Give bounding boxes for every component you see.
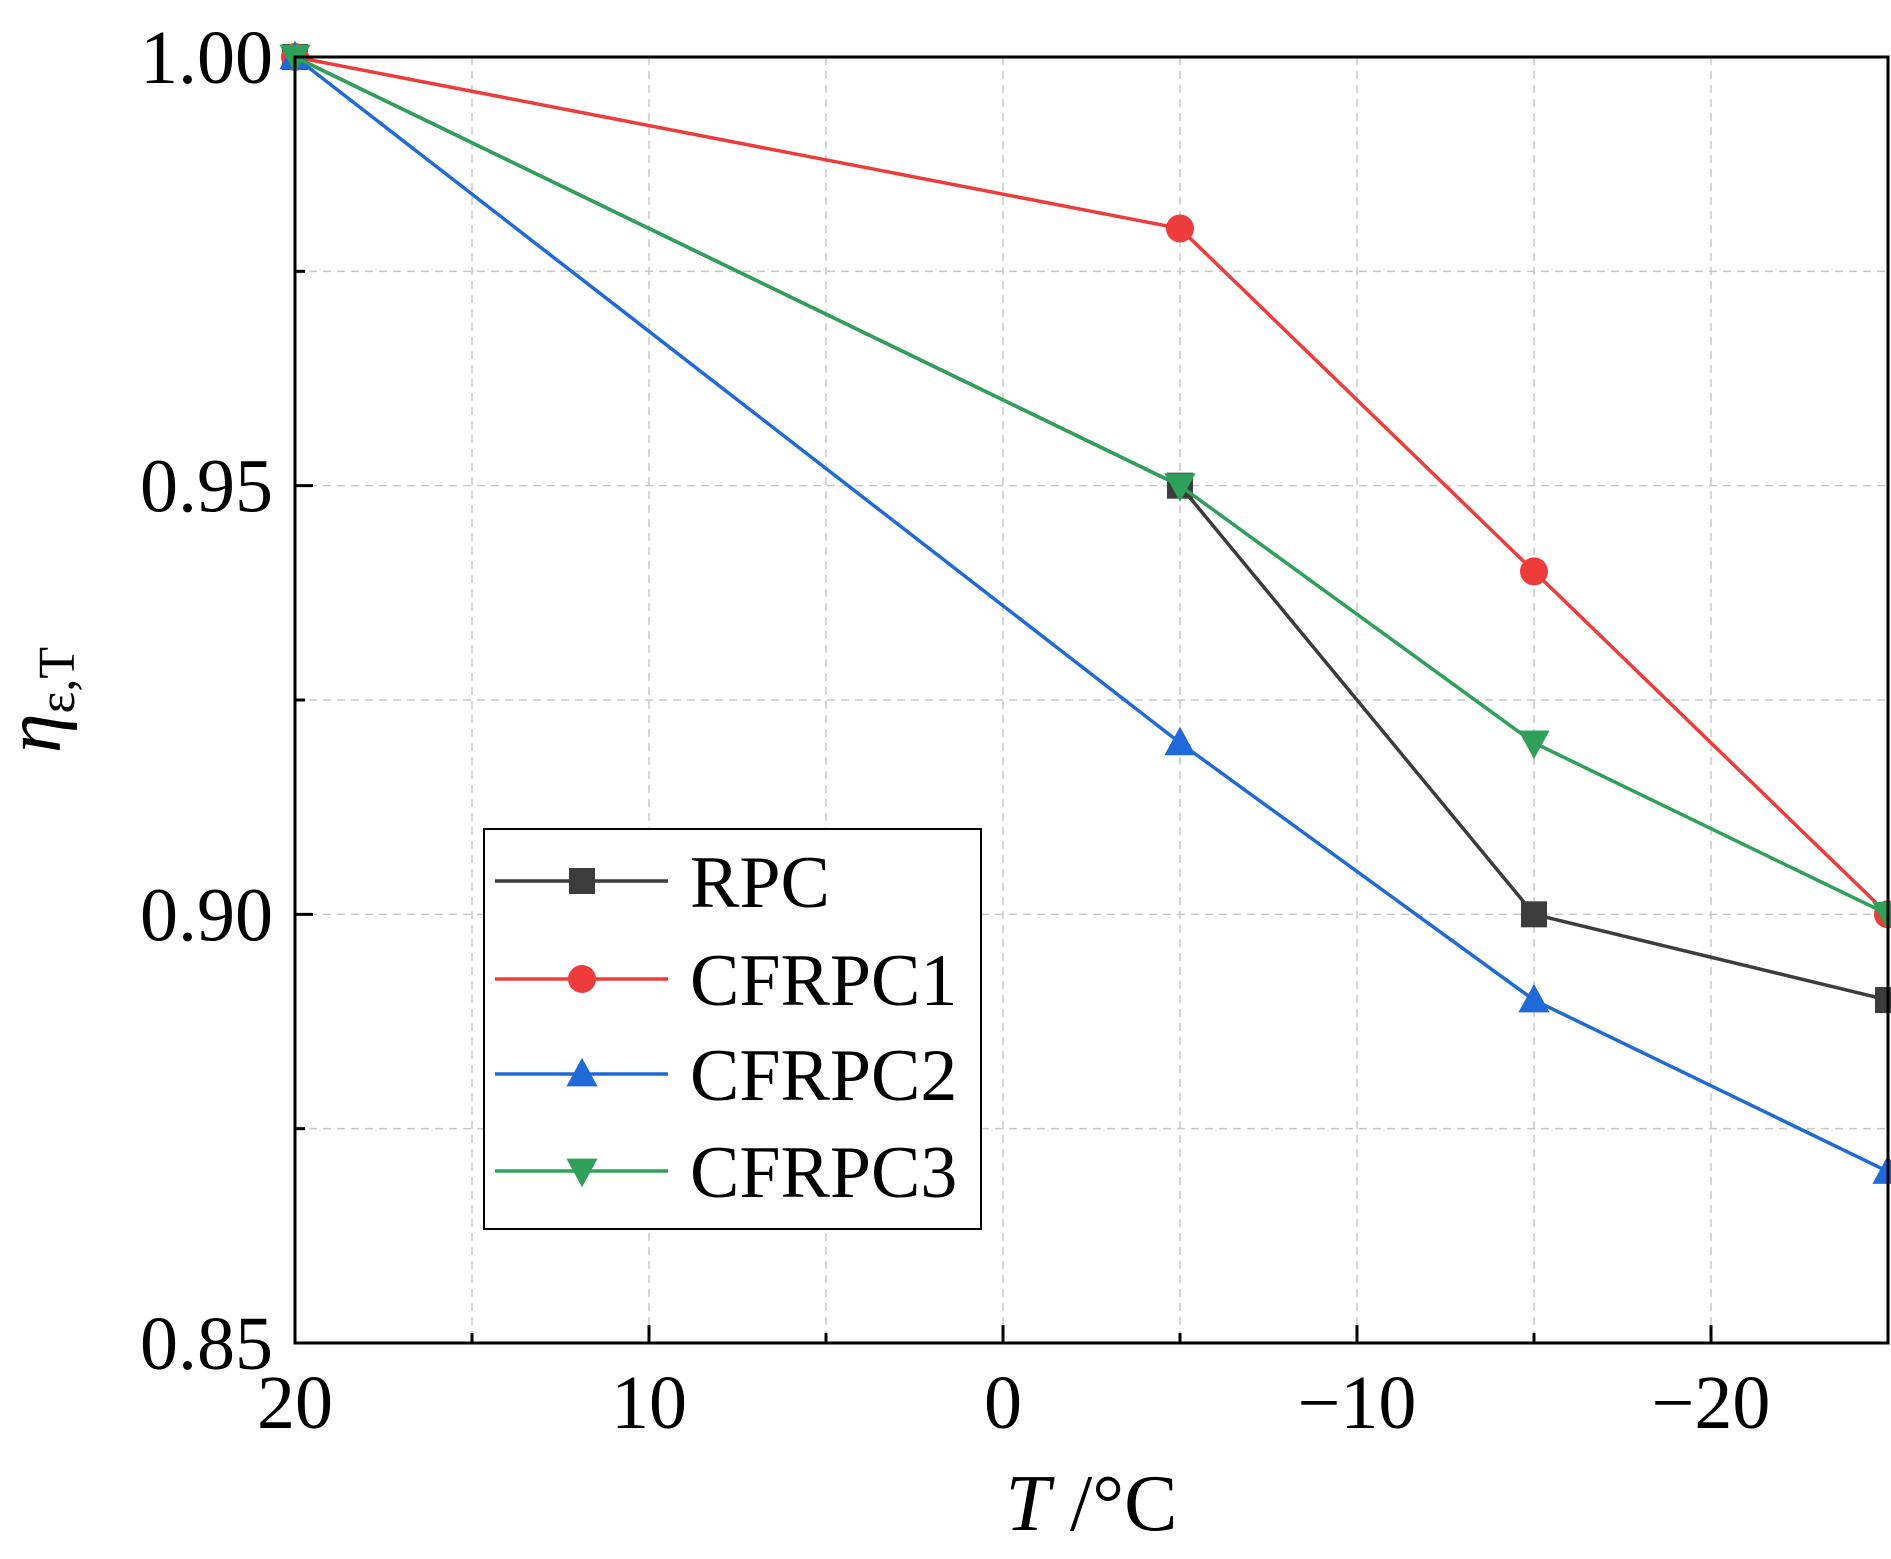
legend: RPC CFRPC1 CFRPC2 CFRPC3 (483, 828, 982, 1230)
marker-circle (568, 965, 596, 993)
axis-ticks: 0.85 0.90 0.95 1.00 20 10 0 −10 −20 (140, 16, 1890, 1445)
marker-triangle-down (1164, 473, 1196, 502)
y-tick-label: 1.00 (140, 16, 273, 100)
marker-triangle-down (1872, 901, 1891, 931)
legend-label: CFRPC1 (690, 940, 957, 1022)
marker-square (569, 868, 595, 894)
y-axis-title: ηε,T (0, 647, 86, 753)
marker-triangle-down (1518, 730, 1550, 760)
series-line (294, 55, 1890, 916)
marker-square (1521, 901, 1547, 928)
y-axis-title-subscript: ε,T (29, 647, 86, 714)
x-tick-label: 0 (984, 1361, 1022, 1445)
x-axis-title-symbol: T (1005, 1460, 1055, 1548)
marker-triangle-up (1164, 726, 1196, 756)
series-line (294, 55, 1889, 916)
y-tick-label: 0.95 (140, 445, 273, 529)
marker-circle (1166, 214, 1194, 243)
marker-triangle-up (1518, 983, 1550, 1013)
marker-triangle-down (566, 1158, 598, 1188)
marker-triangle-up (1872, 1155, 1891, 1184)
y-axis-title-symbol: η (0, 713, 78, 753)
legend-label: CFRPC2 (690, 1035, 957, 1117)
x-tick-label: −20 (1652, 1361, 1771, 1445)
legend-box (483, 828, 982, 1230)
series-lines (279, 40, 1891, 1184)
x-tick-label: 20 (257, 1361, 333, 1445)
x-tick-label: 10 (611, 1361, 687, 1445)
legend-label: CFRPC3 (690, 1132, 957, 1214)
marker-triangle-up (566, 1057, 598, 1087)
x-tick-label: −10 (1298, 1361, 1417, 1445)
marker-circle (1520, 557, 1548, 586)
x-axis-title-unit: /°C (1050, 1460, 1178, 1548)
y-tick-label: 0.85 (140, 1302, 273, 1386)
y-tick-label: 0.90 (140, 873, 273, 957)
legend-label: RPC (690, 842, 830, 924)
series-cfrpc3 (279, 44, 1891, 931)
x-axis-title: T /°C (1005, 1460, 1177, 1548)
series-line (293, 55, 1889, 1174)
